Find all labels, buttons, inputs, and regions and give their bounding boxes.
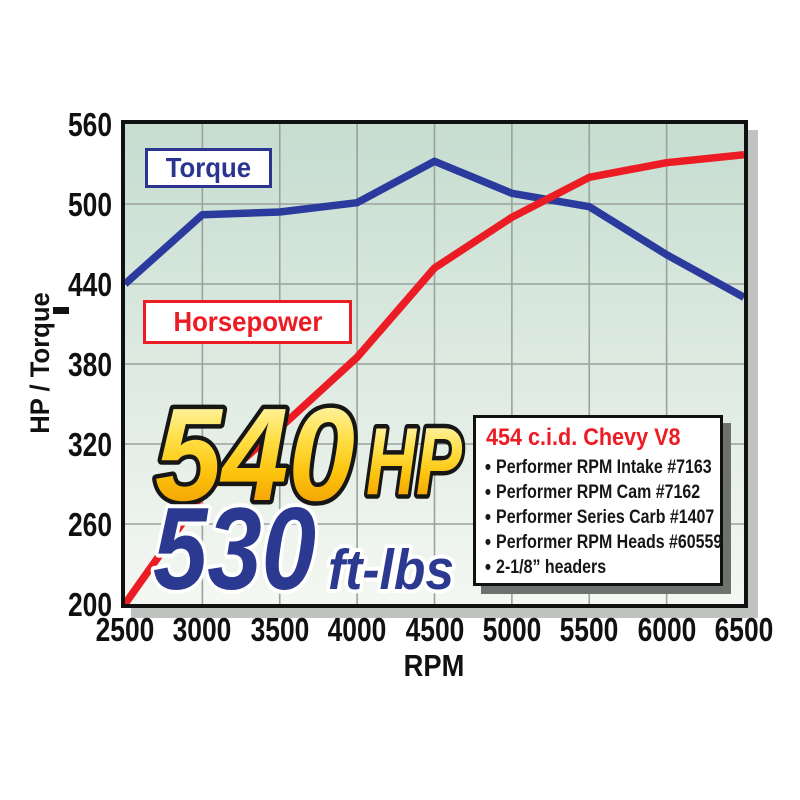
engine-spec-title: 454 c.i.d. Chevy V8 bbox=[486, 424, 681, 451]
horsepower-legend-box: Horsepower bbox=[143, 300, 352, 344]
series-lines bbox=[125, 150, 744, 604]
y-tick-label: 380 bbox=[67, 346, 112, 383]
x-axis-title: RPM bbox=[403, 648, 465, 683]
horsepower-legend-label: Horsepower bbox=[173, 306, 322, 337]
x-tick-label: 2500 bbox=[95, 611, 155, 648]
bullet-icon: • bbox=[484, 455, 492, 479]
bullet-icon: • bbox=[484, 505, 492, 529]
torque-legend-box: Torque bbox=[145, 148, 272, 188]
x-tick-label: 6500 bbox=[714, 611, 774, 648]
y-tick-label: 500 bbox=[67, 186, 112, 223]
axis-dash-mark bbox=[53, 307, 69, 314]
y-tick-label: 560 bbox=[67, 106, 112, 143]
x-tick-label: 6000 bbox=[637, 611, 696, 648]
engine-spec-item: • 2-1/8” headers bbox=[484, 555, 607, 579]
engine-spec-list: • Performer RPM Intake #7163 • Performer RP… bbox=[484, 455, 723, 580]
torque-legend-label: Torque bbox=[165, 152, 252, 183]
x-tick-label: 4000 bbox=[327, 611, 387, 648]
x-tick-label: 5000 bbox=[482, 611, 542, 648]
engine-spec-box: 454 c.i.d. Chevy V8 • Performer RPM Intak… bbox=[473, 415, 723, 586]
horsepower-curve bbox=[125, 150, 744, 604]
chart-plot-area bbox=[121, 120, 748, 608]
engine-spec-item: • Performer RPM Heads #60559 bbox=[484, 530, 723, 554]
x-tick-label: 3500 bbox=[250, 611, 310, 648]
bullet-icon: • bbox=[484, 480, 492, 504]
torque-curve bbox=[125, 157, 744, 301]
y-tick-label: 440 bbox=[67, 266, 112, 303]
dyno-plot-svg bbox=[125, 124, 744, 604]
engine-spec-item: • Performer RPM Intake #7163 bbox=[484, 455, 712, 479]
engine-spec-item: • Performer Series Carb #1407 bbox=[484, 505, 715, 529]
bullet-icon: • bbox=[484, 530, 492, 554]
y-axis-title: HP / Torque bbox=[25, 292, 55, 434]
bullet-icon: • bbox=[484, 555, 492, 579]
y-tick-label: 200 bbox=[67, 586, 112, 623]
engine-spec-item: • Performer RPM Cam #7162 bbox=[484, 480, 701, 504]
x-tick-label: 3000 bbox=[173, 611, 232, 648]
x-tick-label: 5500 bbox=[559, 611, 619, 648]
y-tick-label: 260 bbox=[67, 506, 112, 543]
x-tick-label: 4500 bbox=[405, 611, 464, 648]
y-tick-label: 320 bbox=[67, 426, 112, 463]
